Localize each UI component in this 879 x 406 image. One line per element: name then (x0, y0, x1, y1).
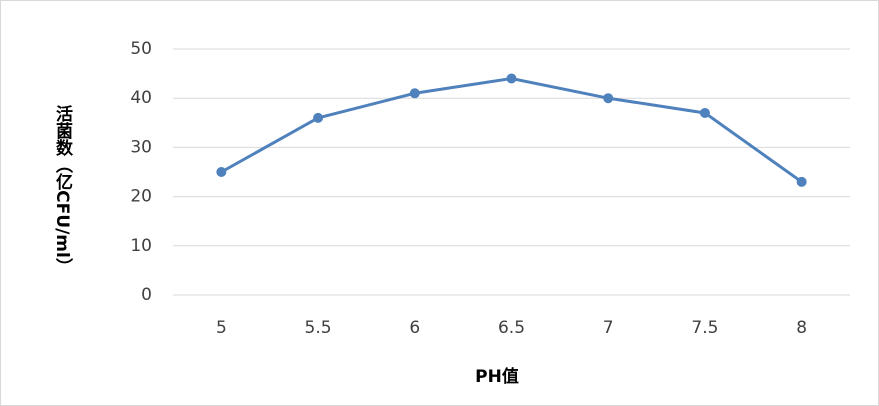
x-tick-label: 7 (603, 318, 614, 338)
data-point (313, 112, 324, 123)
y-tick-label: 10 (130, 236, 152, 256)
data-point (603, 93, 614, 104)
x-tick-label: 5 (216, 318, 227, 338)
y-tick-label: 50 (130, 39, 152, 59)
data-point (796, 176, 807, 187)
data-point (506, 73, 517, 84)
data-point (216, 167, 227, 177)
x-tick-label: 6 (409, 318, 420, 338)
x-tick-label: 7.5 (691, 318, 718, 338)
y-axis-label: 活菌数（亿CFU/ml） (52, 104, 73, 275)
data-point (409, 88, 420, 99)
x-axis-label: PH值 (475, 366, 519, 387)
y-tick-label: 20 (130, 187, 152, 207)
y-tick-label: 40 (130, 88, 152, 108)
x-tick-label: 5.5 (305, 318, 332, 338)
x-tick-label: 6.5 (498, 318, 525, 338)
y-tick-label: 0 (141, 285, 152, 305)
x-tick-label: 8 (796, 318, 807, 338)
y-tick-label: 30 (130, 137, 152, 157)
data-point (699, 107, 710, 118)
